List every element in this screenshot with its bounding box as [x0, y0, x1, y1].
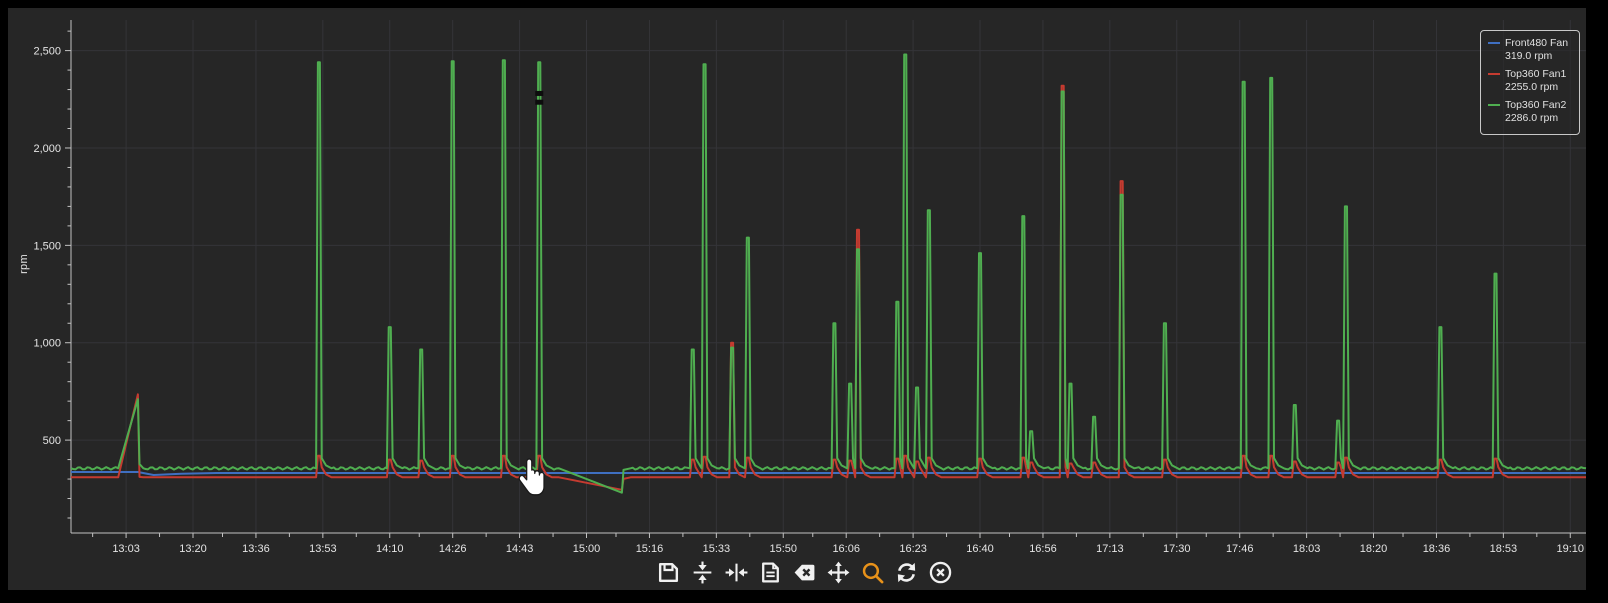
chart-toolbar [0, 560, 1608, 585]
black-dash-marker [535, 99, 544, 105]
pan-move-icon [827, 561, 849, 584]
x-tick-label: 13:53 [309, 543, 337, 555]
x-tick-label: 17:46 [1226, 543, 1254, 555]
cancel-circle-x-icon [929, 561, 951, 584]
x-tick-label: 18:53 [1490, 543, 1518, 555]
series-front480-fan [71, 471, 1586, 476]
report-icon [761, 562, 779, 583]
legend-item[interactable]: Top360 Fan1 2255.0 rpm [1487, 68, 1573, 93]
y-tick-label: 500 [43, 435, 61, 447]
x-tick-label: 19:10 [1556, 543, 1584, 555]
cancel-button[interactable] [928, 560, 953, 585]
chart-panel [8, 8, 1586, 590]
legend-series-value: 319.0 rpm [1505, 49, 1553, 62]
refresh-icon [897, 562, 915, 583]
y-tick-label: 1,000 [33, 338, 61, 350]
hand-cursor-pointer [518, 458, 545, 496]
legend[interactable]: Front480 Fan 319.0 rpm Top360 Fan1 2255.… [1480, 30, 1580, 135]
series-top360-fan1 [71, 84, 1586, 491]
report-button[interactable] [758, 560, 783, 585]
x-tick-label: 13:36 [242, 543, 270, 555]
legend-swatch-green [1488, 104, 1500, 106]
x-tick-label: 15:00 [573, 543, 601, 555]
x-tick-label: 14:10 [376, 543, 404, 555]
y-tick-label: 2,000 [33, 143, 61, 155]
x-tick-label: 16:40 [966, 543, 994, 555]
x-tick-label: 18:03 [1293, 543, 1321, 555]
legend-series-value: 2286.0 rpm [1505, 111, 1559, 124]
legend-series-value: 2255.0 rpm [1505, 80, 1559, 93]
x-tick-label: 15:50 [769, 543, 797, 555]
legend-swatch-red [1488, 73, 1500, 75]
refresh-button[interactable] [894, 560, 919, 585]
fit-horizontal-button[interactable] [724, 560, 749, 585]
x-tick-label: 18:20 [1360, 543, 1388, 555]
legend-item[interactable]: Front480 Fan 319.0 rpm [1487, 37, 1573, 62]
save-icon [658, 562, 678, 583]
fit-vertical-button[interactable] [690, 560, 715, 585]
x-tick-label: 17:13 [1096, 543, 1124, 555]
zoom-magnifier-icon [862, 562, 883, 584]
legend-series-name: Front480 Fan [1505, 37, 1569, 49]
x-tick-label: 14:26 [439, 543, 467, 555]
x-tick-label: 16:23 [899, 543, 927, 555]
legend-series-name: Top360 Fan2 [1505, 99, 1567, 111]
y-tick-label: 2,500 [33, 46, 61, 58]
x-tick-label: 17:30 [1163, 543, 1191, 555]
save-button[interactable] [656, 560, 681, 585]
legend-swatch-blue [1488, 42, 1500, 44]
series-top360-fan2 [70, 53, 1587, 494]
backspace-clear-icon [794, 564, 814, 581]
x-tick-label: 16:06 [832, 543, 860, 555]
x-tick-label: 16:56 [1029, 543, 1057, 555]
fit-vertical-icon [693, 561, 711, 584]
black-dash-marker [535, 90, 544, 96]
legend-series-name: Top360 Fan1 [1505, 68, 1567, 80]
zoom-button[interactable] [860, 560, 885, 585]
x-tick-label: 18:36 [1423, 543, 1451, 555]
x-tick-label: 13:20 [179, 543, 207, 555]
legend-item[interactable]: Top360 Fan2 2286.0 rpm [1487, 99, 1573, 124]
y-tick-label: 1,500 [33, 240, 61, 252]
x-tick-label: 15:33 [703, 543, 731, 555]
x-tick-label: 14:43 [506, 543, 534, 555]
fit-horizontal-icon [725, 563, 747, 582]
x-tick-label: 13:03 [112, 543, 140, 555]
pan-button[interactable] [826, 560, 851, 585]
x-tick-label: 15:16 [636, 543, 664, 555]
y-axis-title: rpm [17, 254, 30, 274]
clear-button[interactable] [792, 560, 817, 585]
